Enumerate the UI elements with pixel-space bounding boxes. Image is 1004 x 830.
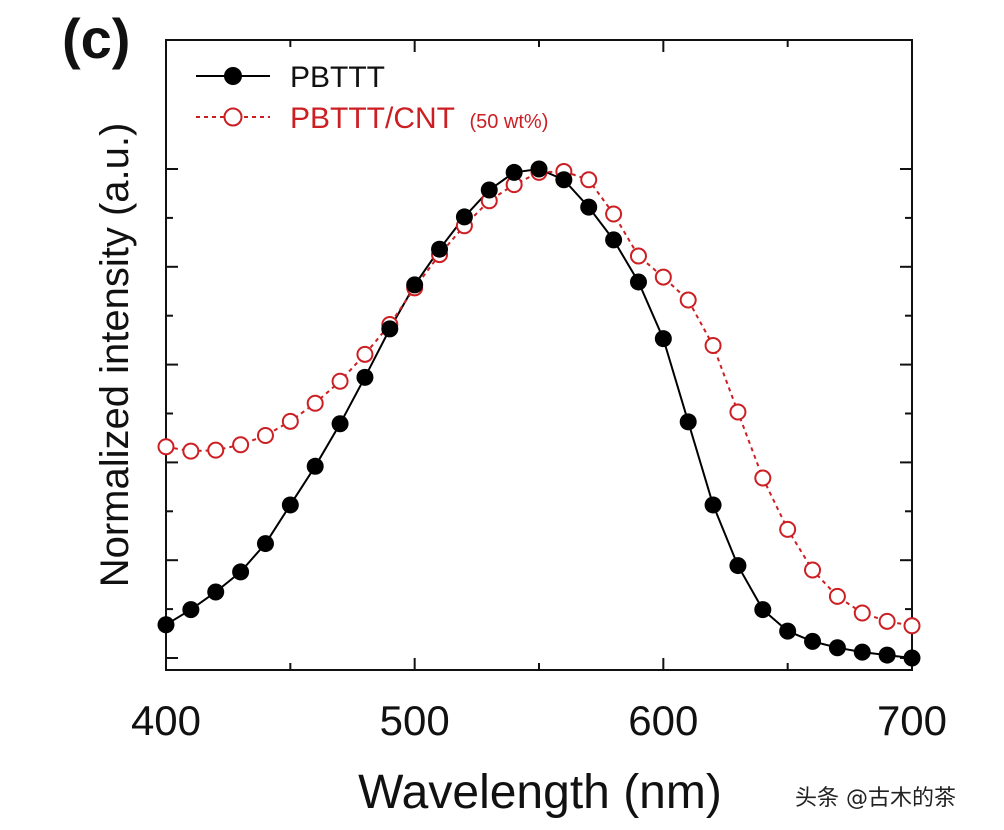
- data-point-pbttt: [580, 198, 598, 216]
- data-point-pbttt: [654, 330, 672, 348]
- data-point-pbttt-cnt: [828, 587, 846, 605]
- data-point-pbttt-cnt: [629, 247, 647, 265]
- x-tick-labels: 400 500 600 700: [131, 697, 947, 744]
- data-point-pbttt-cnt: [232, 436, 250, 454]
- data-point-pbttt: [431, 240, 449, 258]
- data-point-pbttt: [878, 646, 896, 664]
- data-point-pbttt: [828, 639, 846, 657]
- data-point-pbttt: [455, 208, 473, 226]
- data-point-pbttt-cnt: [804, 561, 822, 579]
- data-point-pbttt: [729, 557, 747, 575]
- data-point-pbttt-cnt: [878, 612, 896, 630]
- data-point-pbttt-cnt: [207, 441, 225, 459]
- legend-label-pbttt-cnt-group: PBTTT/CNT (50 wt%): [290, 102, 548, 135]
- data-point-pbttt: [605, 231, 623, 249]
- data-point-pbttt: [804, 632, 822, 650]
- data-point-pbttt: [406, 276, 424, 294]
- data-point-pbttt-cnt: [580, 171, 598, 189]
- legend-label-pbttt: PBTTT: [290, 61, 385, 94]
- legend-marker-pbttt: [224, 67, 242, 85]
- data-point-pbttt-cnt: [331, 372, 349, 390]
- data-point-pbttt: [331, 415, 349, 433]
- data-point-pbttt: [903, 649, 921, 667]
- data-point-pbttt: [530, 160, 548, 178]
- data-point-pbttt: [381, 320, 399, 338]
- data-point-pbttt: [555, 171, 573, 189]
- data-point-pbttt: [754, 601, 772, 619]
- data-point-pbttt: [232, 563, 250, 581]
- data-point-pbttt-cnt: [903, 617, 921, 635]
- x-tick-label: 500: [380, 697, 450, 744]
- y-axis-title: Normalized intensity (a.u.): [93, 123, 137, 588]
- data-point-pbttt: [704, 496, 722, 514]
- legend-marker-pbttt-cnt: [223, 107, 243, 127]
- data-point-pbttt-cnt: [182, 442, 200, 460]
- x-tick-label: 600: [628, 697, 698, 744]
- axis-ticks: [165, 40, 913, 670]
- x-tick-label: 400: [131, 697, 201, 744]
- data-point-pbttt-cnt: [704, 337, 722, 355]
- data-point-pbttt-cnt: [605, 205, 623, 223]
- data-point-pbttt: [207, 583, 225, 601]
- data-point-pbttt-cnt: [157, 438, 175, 456]
- data-point-pbttt: [679, 413, 697, 431]
- series-group: [157, 160, 921, 667]
- data-point-pbttt: [629, 273, 647, 291]
- data-point-pbttt-cnt: [679, 291, 697, 309]
- legend: PBTTT PBTTT/CNT (50 wt%): [196, 61, 548, 135]
- plot-frame: [165, 39, 913, 671]
- data-point-pbttt: [853, 643, 871, 661]
- legend-label-pbttt-cnt-suffix: (50 wt%): [469, 111, 548, 133]
- data-point-pbttt: [182, 601, 200, 619]
- data-point-pbttt-cnt: [281, 412, 299, 430]
- data-point-pbttt: [281, 496, 299, 514]
- data-point-pbttt: [256, 535, 274, 553]
- data-point-pbttt-cnt: [754, 469, 772, 487]
- series-line-pbttt-cnt: [165, 170, 913, 627]
- data-point-pbttt-cnt: [256, 427, 274, 445]
- x-axis-title: Wavelength (nm): [358, 766, 722, 819]
- data-point-pbttt: [356, 368, 374, 386]
- x-tick-label: 700: [877, 697, 947, 744]
- legend-label-pbttt-cnt: PBTTT/CNT: [290, 102, 455, 135]
- data-point-pbttt: [480, 181, 498, 199]
- data-point-pbttt-cnt: [356, 345, 374, 363]
- data-point-pbttt: [505, 163, 523, 181]
- plot-area-border: [165, 39, 913, 671]
- series-line-pbttt: [165, 167, 913, 659]
- watermark: 头条 @古木的茶: [795, 786, 956, 811]
- data-point-pbttt: [779, 622, 797, 640]
- data-point-pbttt-cnt: [779, 520, 797, 538]
- data-point-pbttt-cnt: [853, 604, 871, 622]
- data-point-pbttt-cnt: [306, 394, 324, 412]
- data-point-pbttt: [157, 616, 175, 634]
- panel-label: (c): [62, 7, 130, 70]
- data-point-pbttt: [306, 457, 324, 475]
- data-point-pbttt-cnt: [729, 403, 747, 421]
- data-point-pbttt-cnt: [654, 268, 672, 286]
